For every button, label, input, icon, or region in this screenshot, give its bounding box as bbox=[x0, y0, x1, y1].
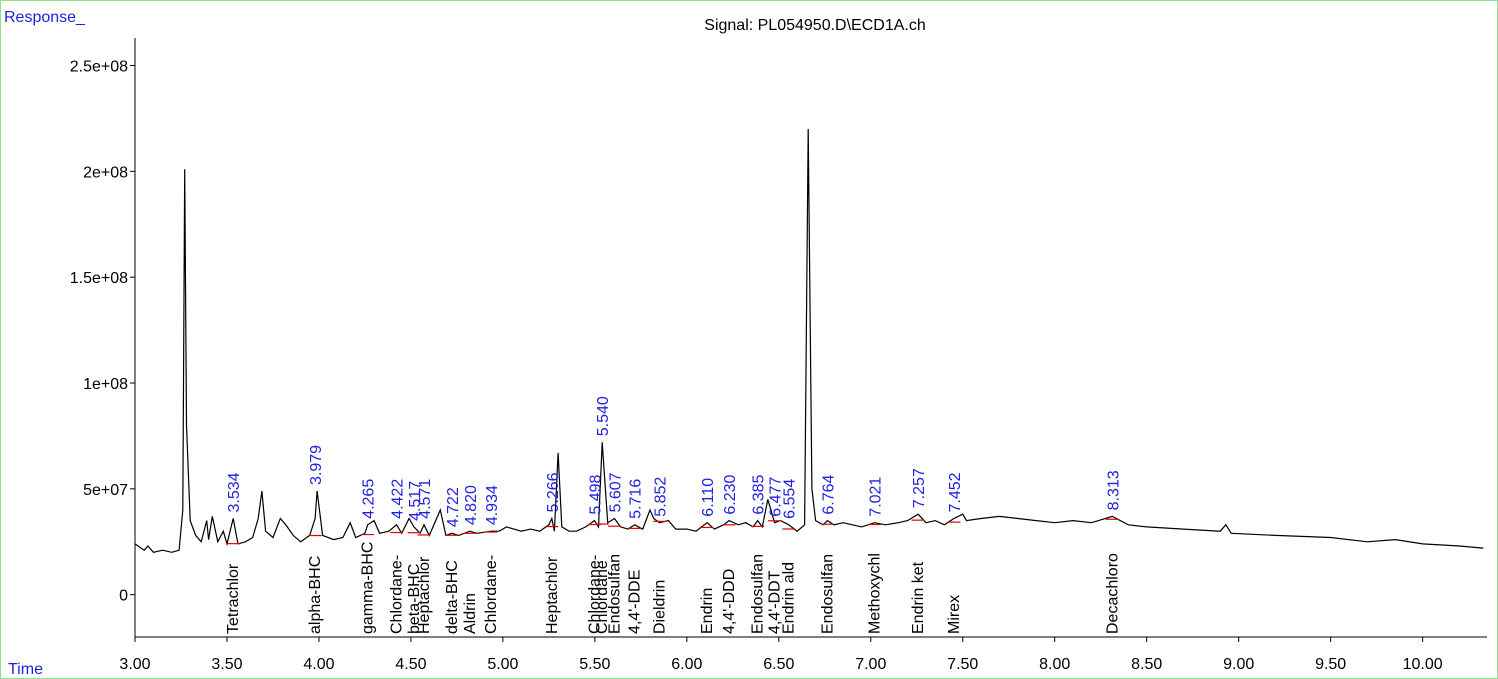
x-tick-label: 8.50 bbox=[1131, 656, 1162, 673]
peak-time-label: 5.498 bbox=[587, 474, 604, 514]
peak-name-label: Endrin ket bbox=[910, 561, 927, 634]
peak-time-label: 3.979 bbox=[308, 445, 325, 485]
x-tick-label: 9.00 bbox=[1223, 656, 1254, 673]
peak-time-label: 7.257 bbox=[911, 468, 928, 508]
peak-name-label: Mirex bbox=[946, 595, 963, 634]
peak-name-label: 4,4'-DDD bbox=[721, 569, 738, 634]
peak-time-label: 4.517 bbox=[407, 481, 424, 521]
peak-time-label: 6.477 bbox=[768, 477, 785, 517]
peak-time-label: 8.313 bbox=[1105, 470, 1122, 510]
x-tick-label: 6.50 bbox=[763, 656, 794, 673]
peak-name-label: Methoxychl bbox=[867, 553, 884, 634]
peak-name-label: Dieldrin bbox=[652, 580, 669, 634]
peak-name-label: delta-BHC bbox=[444, 560, 461, 634]
x-tick-label: 3.00 bbox=[119, 656, 150, 673]
peak-time-label: 4.265 bbox=[361, 479, 378, 519]
peak-time-label: 6.110 bbox=[700, 478, 717, 517]
peak-time-label: 4.820 bbox=[463, 485, 480, 525]
y-axis-label: Response_ bbox=[4, 9, 86, 26]
trace bbox=[134, 128, 1484, 553]
y-tick-label: 5e+07 bbox=[83, 482, 128, 499]
x-tick-label: 3.50 bbox=[211, 656, 242, 673]
peak-time-label: 6.764 bbox=[820, 474, 837, 514]
peak-name-label: 4,4'-DDE bbox=[627, 570, 644, 634]
peak-time-label: 5.540 bbox=[595, 396, 612, 436]
y-tick-label: 0 bbox=[119, 588, 128, 605]
peak-name-label: gamma-BHC bbox=[360, 542, 377, 634]
peak-time-label: 5.852 bbox=[653, 477, 670, 517]
peak-name-label: Heptachlor bbox=[544, 556, 561, 634]
x-tick-label: 9.50 bbox=[1315, 656, 1346, 673]
x-tick-label: 10.00 bbox=[1403, 656, 1443, 673]
peak-time-label: 4.571 bbox=[417, 479, 434, 519]
peak-time-label: 6.554 bbox=[782, 479, 799, 519]
peak-time-label: 3.534 bbox=[226, 472, 243, 512]
x-tick-label: 6.00 bbox=[671, 656, 702, 673]
peak-time-label: 5.607 bbox=[608, 472, 625, 512]
x-tick-label: 7.50 bbox=[947, 656, 978, 673]
chart-title: Signal: PL054950.D\ECD1A.ch bbox=[704, 17, 925, 34]
peak-name-label: Endosulfan bbox=[819, 554, 836, 634]
x-tick-label: 5.50 bbox=[579, 656, 610, 673]
peak-name-label: Decachloro bbox=[1104, 553, 1121, 634]
peak-name-label: Endosulfan bbox=[607, 554, 624, 634]
peak-name-label: Endrin ald bbox=[781, 562, 798, 634]
peak-time-label: 7.452 bbox=[947, 472, 964, 512]
peak-name-label: Chlordane- bbox=[483, 555, 500, 634]
x-tick-label: 4.50 bbox=[395, 656, 426, 673]
peak-time-label: 5.716 bbox=[628, 479, 645, 519]
peak-time-label: 6.385 bbox=[751, 474, 768, 514]
x-tick-label: 8.00 bbox=[1039, 656, 1070, 673]
peak-time-label: 6.230 bbox=[722, 474, 739, 514]
x-tick-label: 5.00 bbox=[487, 656, 518, 673]
y-tick-label: 1e+08 bbox=[83, 376, 128, 393]
peak-name-label: Aldrin bbox=[462, 593, 479, 634]
peak-name-label: Chlordane bbox=[594, 560, 611, 634]
x-axis-label: Time bbox=[8, 661, 43, 678]
peak-name-label: Tetrachlor bbox=[225, 563, 242, 634]
y-tick-label: 2e+08 bbox=[83, 164, 128, 181]
peak-name-label: Endrin bbox=[699, 588, 716, 634]
peak-name-label: Chlordane- bbox=[389, 555, 406, 634]
x-tick-label: 7.00 bbox=[855, 656, 886, 673]
peak-name-label: Chlordane- bbox=[586, 555, 603, 634]
peak-time-label: 4.422 bbox=[390, 479, 407, 519]
y-tick-label: 2.5e+08 bbox=[70, 59, 128, 76]
peak-name-label: 4,4'-DDT bbox=[767, 570, 784, 634]
peak-name-label: alpha-BHC bbox=[307, 556, 324, 634]
peak-name-label: Heptachlor bbox=[416, 556, 433, 634]
peak-time-label: 4.934 bbox=[484, 485, 501, 525]
peak-name-label: Endosulfan bbox=[750, 554, 767, 634]
peak-time-label: 7.021 bbox=[868, 477, 885, 517]
x-tick-label: 4.00 bbox=[303, 656, 334, 673]
peak-time-label: 4.722 bbox=[445, 487, 462, 527]
peak-name-label: beta-BHC bbox=[406, 564, 423, 634]
y-tick-label: 1.5e+08 bbox=[70, 270, 128, 287]
peak-time-label: 5.266 bbox=[545, 472, 562, 512]
